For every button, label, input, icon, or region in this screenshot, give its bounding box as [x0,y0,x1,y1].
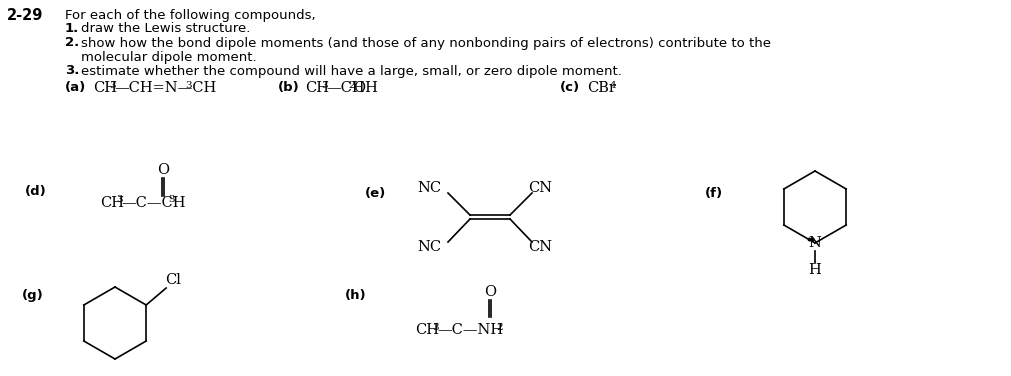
Text: (h): (h) [345,288,366,302]
Text: CH: CH [93,81,117,95]
Text: —CH=N—CH: —CH=N—CH [114,81,216,95]
Text: CN: CN [528,240,552,254]
Text: 3: 3 [185,80,191,89]
Text: (a): (a) [65,82,86,94]
Text: draw the Lewis structure.: draw the Lewis structure. [81,23,250,35]
Text: (g): (g) [22,288,43,302]
Text: O: O [483,285,495,299]
Text: 3: 3 [168,196,175,205]
Text: —CH: —CH [326,81,364,95]
Text: 2: 2 [348,80,354,89]
Text: Cl: Cl [165,273,181,287]
Text: H: H [808,263,821,277]
Text: 3: 3 [320,80,328,89]
Text: 1.: 1. [65,23,79,35]
Text: 3.: 3. [65,65,79,77]
Text: (c): (c) [559,82,579,94]
Text: 2.: 2. [65,36,79,50]
Text: (b): (b) [278,82,299,94]
Text: NC: NC [417,240,441,254]
Text: 2: 2 [495,323,502,332]
Text: —C—CH: —C—CH [121,196,185,210]
Text: 3: 3 [116,196,122,205]
Text: estimate whether the compound will have a large, small, or zero dipole moment.: estimate whether the compound will have … [81,65,622,77]
Text: CBr: CBr [586,81,616,95]
Text: OH: OH [353,81,377,95]
Text: (d): (d) [25,185,47,199]
Text: show how the bond dipole moments (and those of any nonbonding pairs of electrons: show how the bond dipole moments (and th… [81,36,770,50]
Text: N: N [808,236,821,250]
Text: CH: CH [304,81,329,95]
Text: (e): (e) [365,186,386,200]
Text: (f): (f) [705,186,723,200]
Text: 2-29: 2-29 [7,8,43,23]
Text: CH: CH [415,323,439,337]
Text: 4: 4 [610,80,616,89]
Text: 3: 3 [109,80,115,89]
Text: NC: NC [417,181,441,195]
Text: 3: 3 [432,323,438,332]
Text: molecular dipole moment.: molecular dipole moment. [81,50,257,64]
Text: For each of the following compounds,: For each of the following compounds, [65,9,315,21]
Text: —C—NH: —C—NH [437,323,502,337]
Text: CN: CN [528,181,552,195]
Text: O: O [157,163,169,177]
Text: CH: CH [100,196,124,210]
